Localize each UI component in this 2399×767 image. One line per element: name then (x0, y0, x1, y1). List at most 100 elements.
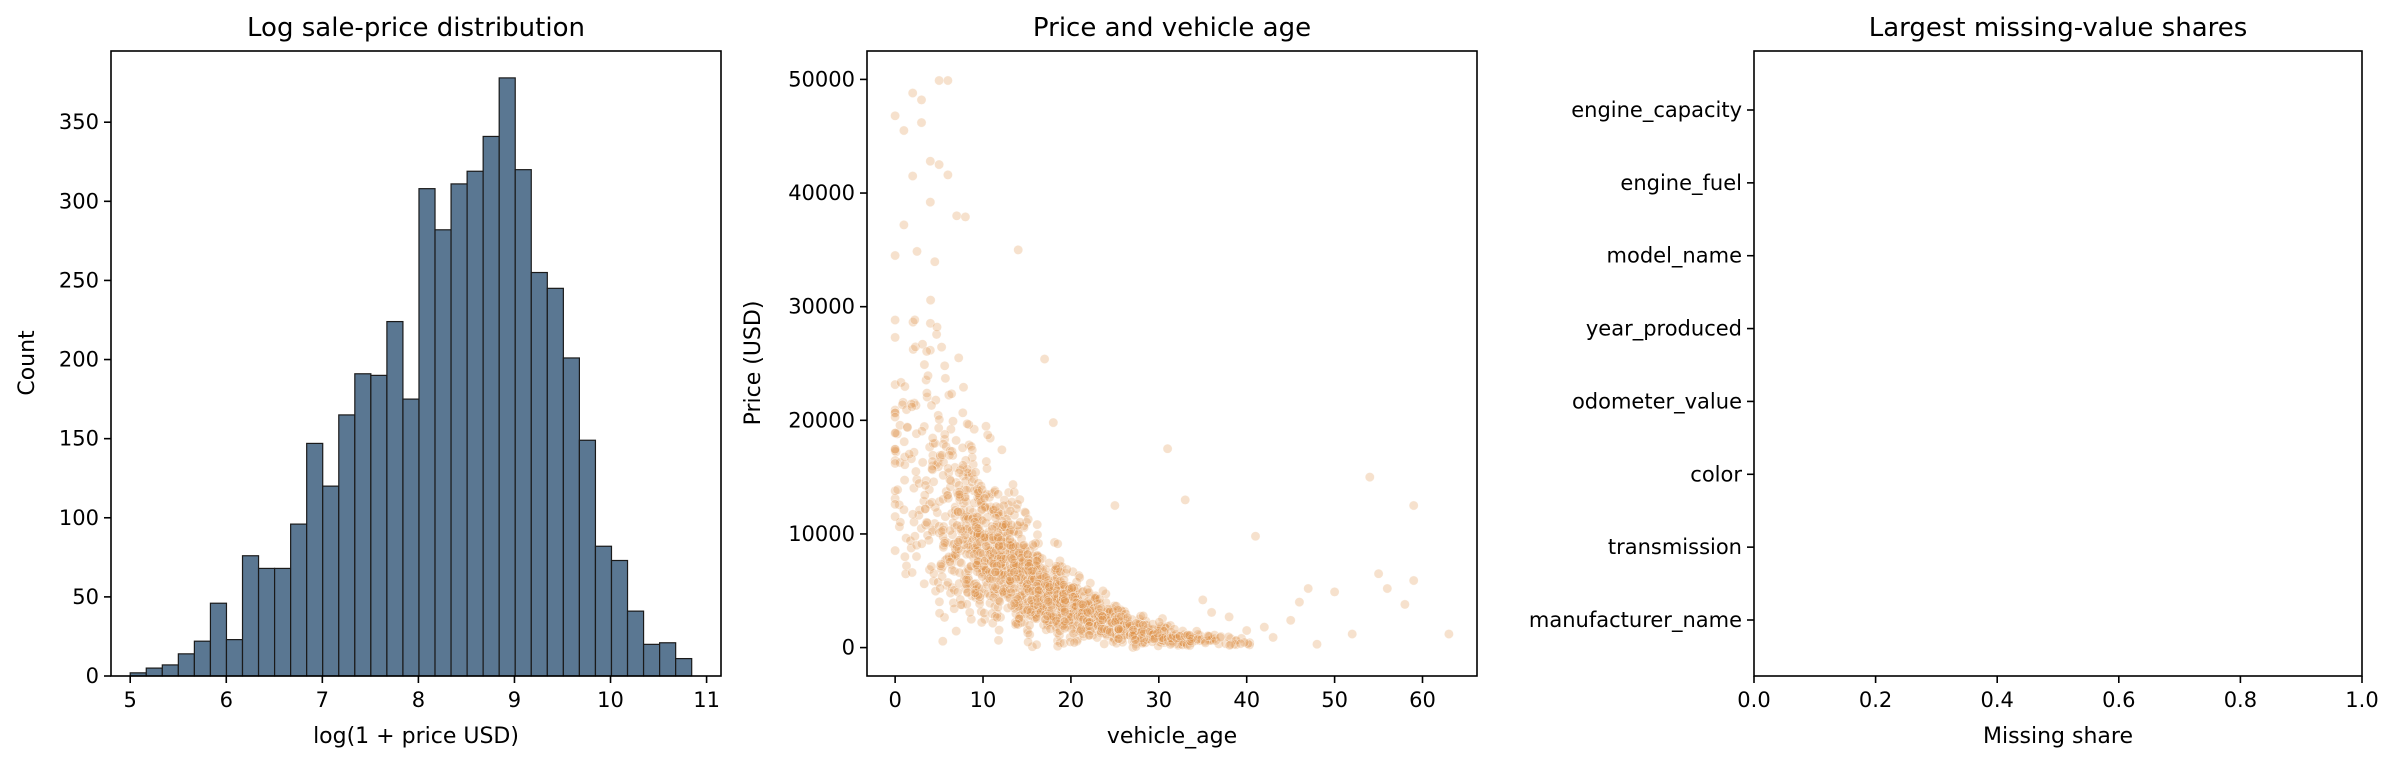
scatter-point (946, 388, 957, 399)
scatter-point (943, 169, 953, 180)
scatter-point (939, 538, 950, 548)
scatter-point (917, 457, 928, 468)
scatter-point (926, 561, 937, 572)
scatter-point (970, 467, 981, 478)
scatter-point (1084, 630, 1094, 641)
scatter-point (1024, 629, 1035, 640)
scatter-point (987, 524, 998, 534)
scatter-ylabel: Price (USD) (741, 301, 766, 426)
scatter-point (977, 504, 987, 515)
histogram-bars (129, 77, 693, 677)
x-tick-label: 0.8 (2224, 688, 2257, 712)
scatter-point (1008, 479, 1018, 490)
scatter-point (1052, 641, 1063, 652)
scatter-point (1048, 417, 1059, 428)
scatter-point (997, 444, 1007, 455)
histogram-bar (675, 657, 693, 677)
scatter-point (920, 480, 931, 491)
histogram-bar (562, 357, 580, 677)
scatter-point (981, 518, 991, 528)
scatter-point (952, 587, 963, 597)
scatter-point (935, 583, 945, 594)
scatter-point (990, 566, 1001, 577)
scatter-point (994, 625, 1004, 635)
scatter-point (954, 489, 965, 500)
scatter-point (1014, 547, 1025, 558)
x-tick-label: 0.6 (2102, 688, 2135, 712)
scatter-point (914, 510, 924, 521)
scatter-point (973, 590, 983, 601)
x-tick-label: 8 (412, 688, 425, 712)
x-tick-label: 10 (597, 688, 624, 712)
scatter-point (1045, 624, 1056, 634)
x-tick-label: 20 (1058, 688, 1085, 712)
scatter-point (982, 463, 992, 474)
scatter-point (890, 485, 900, 496)
histogram-bar (482, 135, 500, 677)
scatter-point (1044, 582, 1055, 592)
scatter-point (958, 382, 969, 393)
scatter-point (953, 537, 964, 547)
scatter-point (1180, 494, 1191, 505)
x-tick-label: 0 (888, 688, 901, 712)
scatter-point (1030, 538, 1041, 548)
scatter-point (943, 463, 953, 474)
scatter-point (950, 549, 960, 560)
scatter-point (951, 210, 962, 221)
scatter-point (1076, 624, 1086, 635)
y-tick-label: 0 (842, 636, 855, 660)
scatter-point (1059, 575, 1069, 585)
scatter-point (909, 517, 919, 527)
scatter-point (1026, 566, 1037, 577)
scatter-point (953, 352, 964, 363)
scatter-point (982, 429, 993, 440)
scatter-point (902, 422, 912, 432)
scatter-point (960, 211, 971, 222)
scatter-point (956, 558, 967, 568)
scatter-point (919, 421, 930, 432)
scatter-point (907, 171, 918, 181)
scatter-point (890, 315, 900, 325)
scatter-point (1003, 487, 1014, 498)
scatter-point (1382, 583, 1393, 594)
scatter-point (922, 388, 932, 398)
scatter-point (994, 540, 1004, 551)
scatter-point (1102, 625, 1113, 635)
scatter-point (958, 534, 968, 545)
category-label: engine_fuel (1620, 171, 1742, 196)
category-label: manufacturer_name (1529, 608, 1742, 633)
histogram-ylabel: Count (15, 330, 40, 396)
scatter-point (954, 492, 965, 503)
scatter-point (1400, 599, 1410, 610)
scatter-point (1014, 494, 1025, 505)
scatter-point (918, 496, 929, 507)
scatter-point (916, 117, 927, 128)
scatter-point (1294, 597, 1305, 607)
scatter-point (1312, 639, 1322, 650)
scatter-point (928, 476, 939, 487)
scatter-point (904, 449, 915, 459)
scatter-point (1373, 568, 1384, 579)
category-label: color (1690, 462, 1742, 486)
scatter-point (1075, 626, 1086, 637)
scatter-point (943, 577, 953, 588)
histogram-bar (145, 667, 163, 677)
scatter-point (1235, 638, 1246, 649)
scatter-point (956, 524, 966, 534)
histogram-bar (241, 555, 260, 677)
histogram-bar (594, 545, 613, 677)
scatter-point (1006, 520, 1017, 530)
missing-share-axes: engine_capacity engine_fuel model_nameyear… (1529, 98, 2379, 712)
scatter-point (1014, 613, 1025, 624)
missing-share-xlabel: Missing share (1983, 724, 2133, 749)
scatter-point (1013, 244, 1024, 255)
scatter-point (1032, 593, 1043, 604)
x-tick-label: 1.0 (2345, 688, 2378, 712)
scatter-point (890, 332, 900, 343)
scatter-point (1055, 626, 1065, 636)
scatter-point (1077, 599, 1088, 610)
scatter-panel: Price and vehicle age 0 10 20 30 40 50 60 0 1000… (741, 13, 1478, 749)
y-tick-label: 200 (59, 348, 99, 372)
scatter-point (911, 466, 921, 477)
histogram-bar (370, 374, 388, 677)
